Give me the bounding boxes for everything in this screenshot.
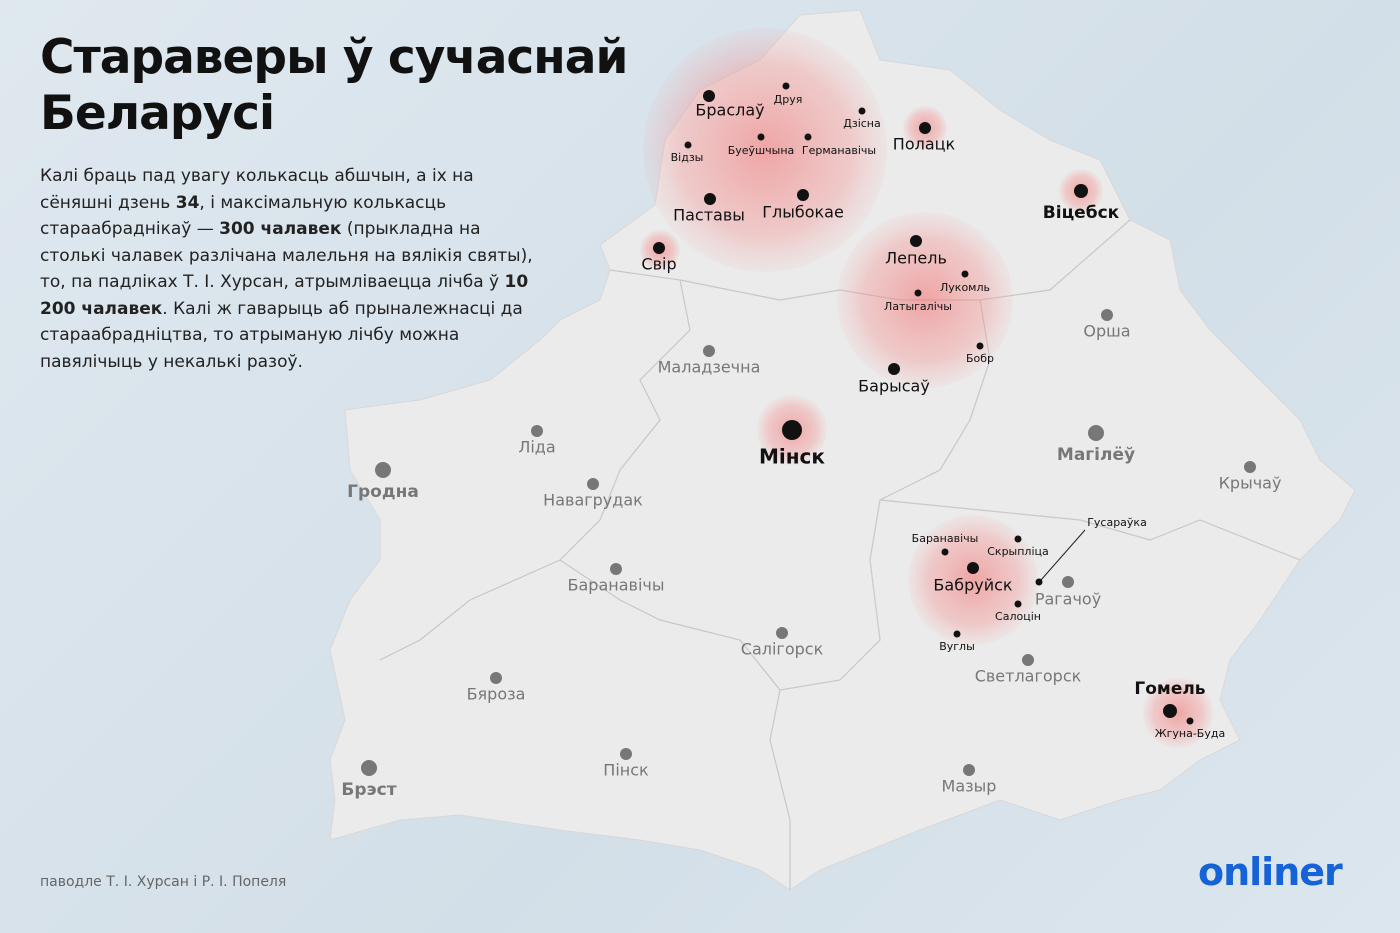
city-dot: [375, 462, 391, 478]
city-label: Паставы: [673, 206, 745, 225]
city-label: Орша: [1083, 322, 1130, 341]
country-shape: [329, 9, 1356, 891]
city-dot: [757, 133, 765, 141]
city-label: Дзісна: [843, 117, 880, 130]
description: Калі браць пад увагу колькасць абшчын, а…: [40, 163, 540, 375]
city-dot: [1186, 717, 1194, 725]
city-label: Лукомль: [940, 281, 990, 294]
text: Калі браць пад увагу колькасць абшчын, а…: [40, 166, 474, 213]
leader-line: [1040, 529, 1086, 581]
city-label: Магілёў: [1057, 445, 1135, 465]
highlight-halo: [908, 515, 1038, 645]
city-label: Скрыпліца: [987, 545, 1049, 558]
city-label: Гомель: [1134, 679, 1205, 699]
city-label: Пінск: [603, 761, 649, 780]
city-label: Маладзечна: [658, 358, 761, 377]
city-dot: [858, 107, 866, 115]
logo[interactable]: onliner: [1198, 850, 1343, 894]
highlight-halo: [837, 212, 1013, 388]
city-dot: [1074, 184, 1088, 198]
city-dot: [976, 342, 984, 350]
city-dot: [704, 193, 716, 205]
city-dot: [888, 363, 900, 375]
city-dot: [963, 764, 975, 776]
city-label: Гусараўка: [1087, 516, 1147, 529]
city-dot: [961, 270, 969, 278]
city-label: Віцебск: [1043, 203, 1120, 223]
highlight-halo: [1143, 678, 1213, 748]
city-label: Мінск: [759, 445, 825, 469]
city-dot: [1163, 704, 1177, 718]
city-label: Салоцін: [995, 610, 1041, 623]
city-dot: [1035, 578, 1043, 586]
city-dot: [610, 563, 622, 575]
city-label: Бяроза: [467, 685, 526, 704]
city-label: Мазыр: [942, 777, 997, 796]
city-dot: [919, 122, 931, 134]
text: 34: [175, 192, 200, 213]
city-label: Буеўшчына: [728, 144, 795, 157]
city-dot: [1022, 654, 1034, 666]
city-label: Вуглы: [939, 640, 975, 653]
city-label: Крычаў: [1219, 474, 1282, 493]
source: паводле Т. І. Хурсан і Р. І. Попеля: [40, 874, 287, 890]
text: . Калі ж гаварыць аб прыналежнасці да ст…: [40, 298, 523, 372]
text: (прыкладна на столькі чалавек разлічана …: [40, 219, 533, 292]
highlight-halo: [643, 28, 887, 272]
city-label: Лепель: [885, 249, 947, 268]
text: 300 чалавек: [219, 219, 342, 239]
city-label: Салігорск: [741, 640, 824, 659]
city-dot: [703, 345, 715, 357]
city-dot: [782, 420, 802, 440]
city-label: Полацк: [893, 135, 956, 154]
city-dot: [967, 562, 979, 574]
city-dot: [804, 133, 812, 141]
city-label: Баранавічы: [912, 532, 979, 545]
city-label: Відзы: [671, 151, 704, 164]
city-dot: [531, 425, 543, 437]
city-dot: [910, 235, 922, 247]
city-label: Свір: [641, 255, 676, 274]
city-dot: [1244, 461, 1256, 473]
city-label: Гродна: [347, 482, 419, 502]
city-label: Брэст: [341, 780, 396, 800]
city-label: Жгуна-Буда: [1155, 727, 1225, 740]
city-dot: [490, 672, 502, 684]
text: 10 200 чалавек: [40, 272, 529, 319]
city-label: Навагрудак: [543, 491, 643, 510]
city-label: Друя: [774, 93, 803, 106]
city-dot: [703, 90, 715, 102]
city-dot: [361, 760, 377, 776]
city-dot: [914, 289, 922, 297]
city-label: Светлагорск: [975, 667, 1082, 686]
city-dot: [941, 548, 949, 556]
city-dot: [953, 630, 961, 638]
city-dot: [653, 242, 665, 254]
city-label: Ліда: [518, 438, 555, 457]
city-label: Бабруйск: [933, 576, 1012, 595]
city-dot: [1014, 535, 1022, 543]
city-dot: [587, 478, 599, 490]
city-dot: [776, 627, 788, 639]
city-dot: [1088, 425, 1104, 441]
city-dot: [620, 748, 632, 760]
city-label: Латыгалічы: [884, 300, 952, 313]
city-dot: [1101, 309, 1113, 321]
city-label: Баранавічы: [568, 576, 665, 595]
city-label: Бобр: [966, 352, 994, 365]
city-label: Рагачоў: [1035, 590, 1101, 609]
city-dot: [684, 141, 692, 149]
city-dot: [1062, 576, 1074, 588]
city-label: Браслаў: [695, 101, 764, 120]
city-dot: [797, 189, 809, 201]
text: , і максімальную колькасць стараабраднік…: [40, 192, 447, 240]
city-dot: [1014, 600, 1022, 608]
city-label: Глыбокае: [762, 203, 844, 222]
city-dot: [782, 82, 790, 90]
city-label: Барысаў: [858, 377, 930, 396]
city-label: Германавічы: [802, 144, 876, 157]
title: Стараверы ў сучаснай Беларусі: [40, 30, 628, 141]
